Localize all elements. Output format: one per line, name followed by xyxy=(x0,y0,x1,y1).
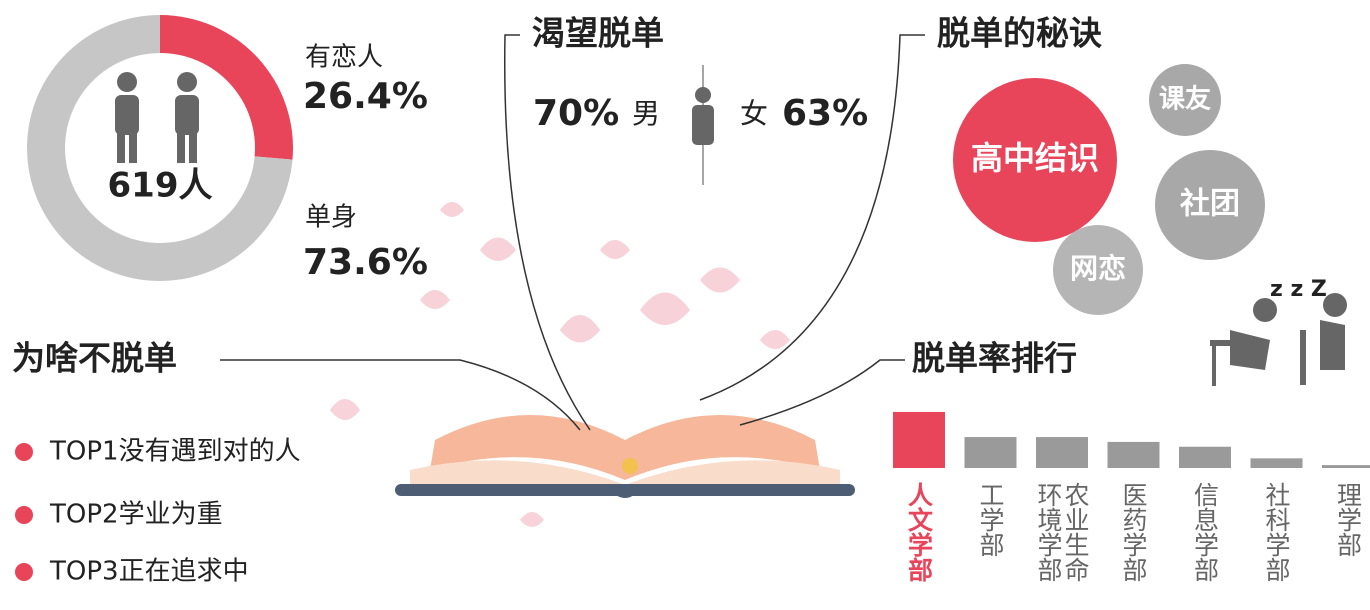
bubble-label: 课友 xyxy=(1159,85,1211,115)
infographic: z z Z 有恋人26.4% 单身 73.6% 619人脱单率排行 渴望脱单 70% 男 女6… xyxy=(0,0,1370,610)
svg-text:z z Z: z z Z xyxy=(1270,277,1327,302)
bar xyxy=(893,412,945,468)
reason-item: TOP2学业为重 xyxy=(49,500,223,530)
bubble-label: 社团 xyxy=(1180,187,1240,222)
bar xyxy=(965,437,1017,468)
category-label: 信息学部 xyxy=(1192,482,1219,590)
canvas: z z Z 有恋人26.4% 单身 73.6% 619人脱单率排行 渴望脱单 70% 男 女6… xyxy=(0,0,1370,610)
category-label: 人文学部 xyxy=(906,482,933,590)
slice-value: 73.6% xyxy=(303,242,428,283)
male-value: 70% xyxy=(533,93,619,134)
section-title: 脱单的秘诀 xyxy=(937,14,1102,53)
category-label: 社科学部 xyxy=(1263,482,1290,590)
bubble-label: 网恋 xyxy=(1070,252,1126,285)
reason-item: TOP3正在追求中 xyxy=(49,557,249,587)
chart-title: 脱单率排行 xyxy=(912,339,1077,378)
bar xyxy=(1251,458,1303,468)
category-label: 理学部 xyxy=(1335,482,1362,590)
center-label: 619人 xyxy=(108,166,213,206)
slice-value: 26.4% xyxy=(303,76,428,117)
bullet xyxy=(15,563,33,581)
female-label: 女 xyxy=(740,97,768,130)
bar xyxy=(1108,442,1160,468)
bar xyxy=(1179,447,1231,468)
section-title: 为啥不脱单 xyxy=(12,339,177,378)
slice-label: 单身 xyxy=(305,203,357,233)
bullet xyxy=(15,443,33,461)
reason-item: TOP1没有遇到对的人 xyxy=(49,437,301,467)
female-value: 63% xyxy=(782,93,868,134)
section-title: 渴望脱单 xyxy=(532,14,664,53)
book xyxy=(395,415,855,498)
category-label: 医药学部 xyxy=(1120,482,1147,590)
bullet xyxy=(15,506,33,524)
category-label: 农业生命环境学部 xyxy=(1035,482,1089,590)
male-label: 男 xyxy=(632,97,660,130)
bar xyxy=(1322,465,1370,468)
bubble-label: 高中结识 xyxy=(971,139,1099,177)
category-label: 工学部 xyxy=(977,482,1004,590)
slice-label: 有恋人 xyxy=(305,43,383,73)
bar xyxy=(1036,437,1088,468)
